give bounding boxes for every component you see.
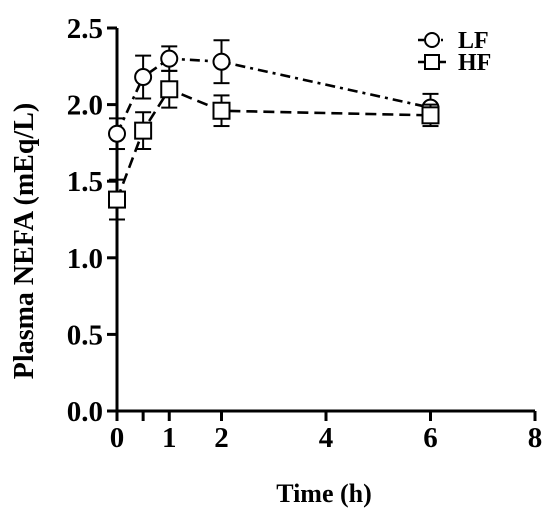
x-tick-label: 8 xyxy=(528,422,543,454)
data-point-lf xyxy=(108,124,126,143)
series-lf xyxy=(108,39,440,151)
x-tick-label: 0 xyxy=(110,422,125,454)
legend-marker-hf xyxy=(424,54,440,70)
x-tick-label: 1 xyxy=(162,422,177,454)
series-layer xyxy=(108,39,440,221)
data-point-hf xyxy=(421,106,440,125)
tick-group: 0.0 0.5 1.0 1.5 2.0 2.5 0 2 4 6 8 1 xyxy=(67,13,543,454)
x-tick-label: 6 xyxy=(423,422,438,454)
data-point-lf xyxy=(212,52,231,71)
y-tick-label: 0.0 xyxy=(67,396,103,428)
data-point-hf xyxy=(134,121,153,140)
y-tick-label: 0.5 xyxy=(67,319,103,351)
x-tick-label: 2 xyxy=(214,422,229,454)
legend-item-lf: LF xyxy=(418,28,489,54)
data-point-lf xyxy=(160,49,179,68)
y-tick-label: 2.5 xyxy=(67,13,103,45)
legend-label-lf: LF xyxy=(458,28,489,54)
legend-item-hf: HF xyxy=(418,50,491,76)
x-axis-title: Time (h) xyxy=(276,479,372,508)
series-line-hf xyxy=(115,87,431,201)
y-tick-label: 1.5 xyxy=(67,166,103,198)
y-tick-label: 1.0 xyxy=(67,243,103,275)
data-point-hf xyxy=(212,101,231,120)
legend-marker-lf xyxy=(424,32,440,48)
data-point-hf xyxy=(108,190,126,209)
legend-label-hf: HF xyxy=(458,50,491,76)
y-tick-label: 2.0 xyxy=(67,90,103,122)
x-tick-label: 4 xyxy=(319,422,334,454)
series-hf xyxy=(108,69,440,221)
y-axis-title: Plasma NEFA (mEq/L) xyxy=(9,103,40,379)
data-point-hf xyxy=(160,80,179,99)
chart-legend: LF HF xyxy=(418,28,491,76)
data-point-lf xyxy=(134,68,153,87)
